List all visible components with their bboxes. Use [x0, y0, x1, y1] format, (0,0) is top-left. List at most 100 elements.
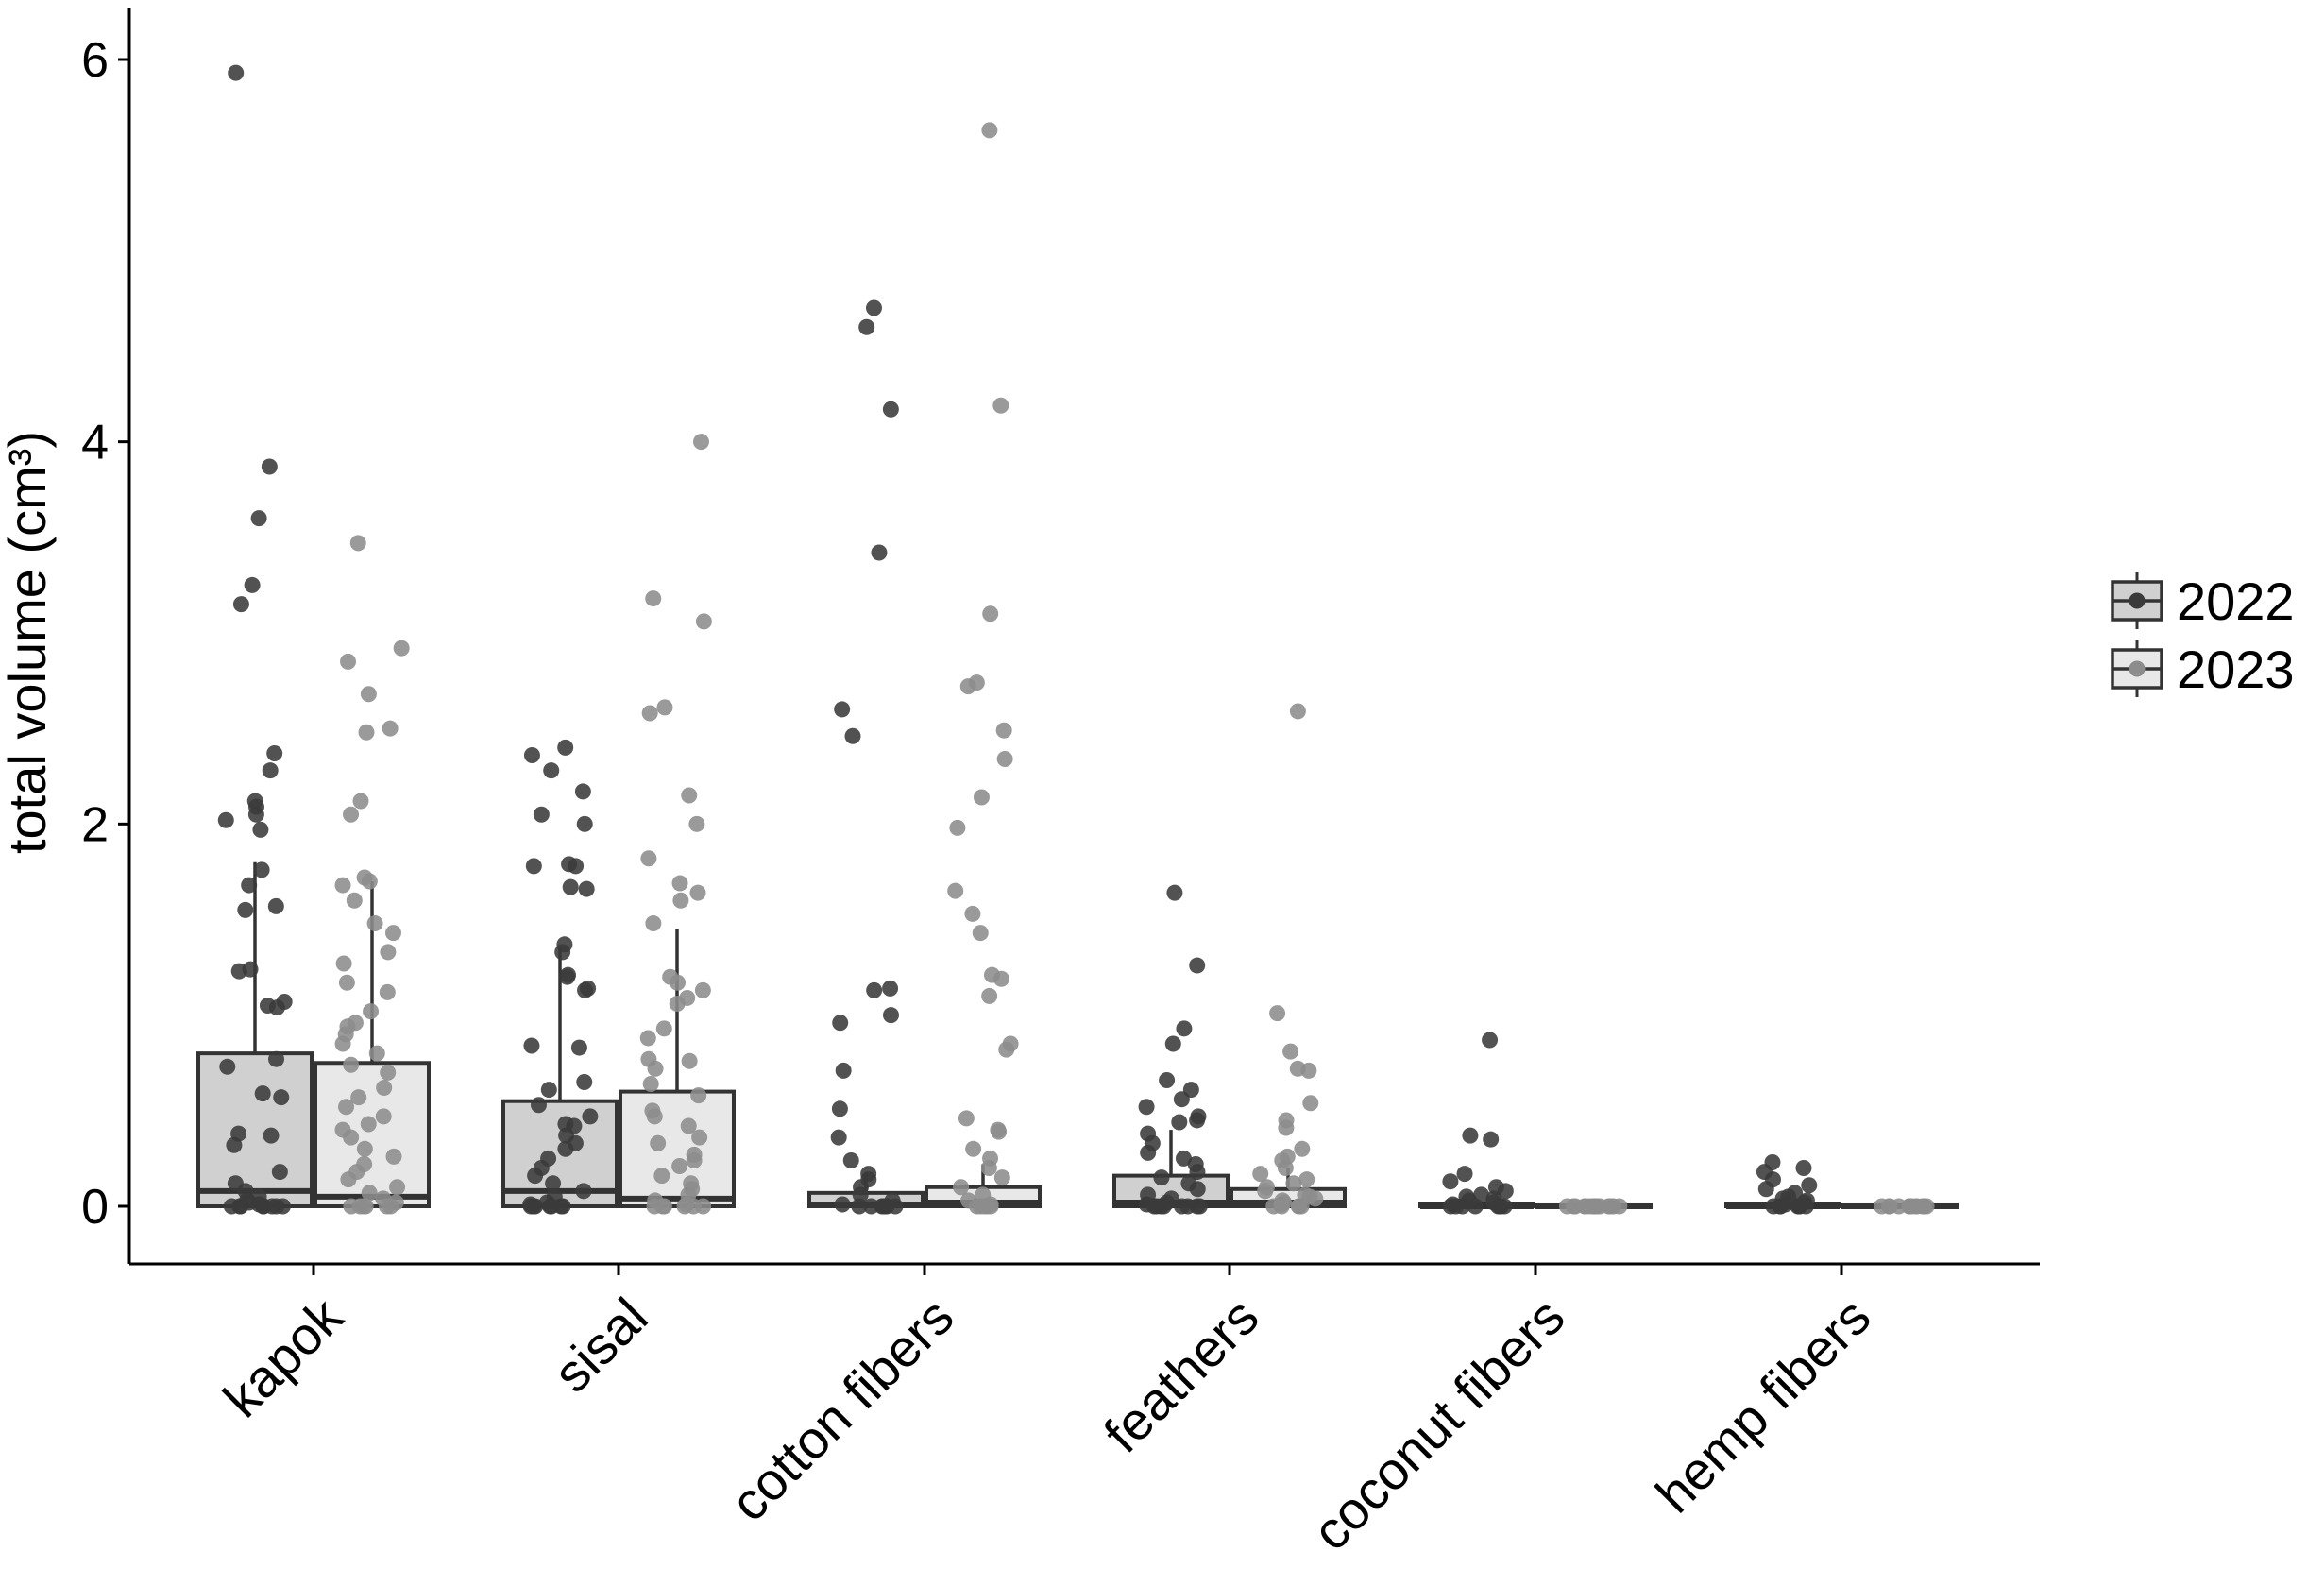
data-point — [865, 299, 882, 316]
data-point — [232, 1198, 249, 1215]
data-point — [340, 653, 357, 670]
data-point — [882, 1007, 899, 1024]
y-tick-label: 2 — [81, 797, 109, 852]
data-point — [991, 1123, 1008, 1140]
data-point — [230, 963, 247, 980]
data-point — [382, 720, 399, 737]
data-point — [681, 787, 698, 804]
legend-label: 2022 — [2177, 571, 2295, 631]
data-point — [998, 1041, 1015, 1058]
data-point — [671, 1158, 688, 1175]
data-point — [672, 892, 689, 909]
data-point — [669, 996, 686, 1013]
data-point — [1173, 1091, 1190, 1108]
data-point — [217, 811, 234, 828]
data-point — [523, 1037, 540, 1054]
data-point — [650, 1134, 667, 1151]
data-point — [1189, 957, 1206, 974]
data-point — [645, 590, 662, 607]
box — [314, 1061, 431, 1208]
data-point — [268, 999, 285, 1016]
data-point — [334, 1035, 351, 1052]
data-point — [844, 727, 861, 744]
data-point — [1442, 1198, 1459, 1215]
data-point — [639, 1030, 656, 1047]
data-point — [878, 1198, 895, 1215]
data-point — [226, 1136, 243, 1153]
data-point — [271, 1164, 288, 1181]
data-point — [1269, 1005, 1286, 1022]
data-point — [237, 901, 254, 918]
data-point — [973, 1198, 990, 1215]
data-point — [533, 806, 550, 823]
data-point — [379, 1198, 396, 1215]
data-point — [574, 783, 591, 800]
x-tick-label: kapok — [212, 1286, 354, 1428]
data-point — [1174, 1198, 1191, 1215]
data-point — [376, 1080, 393, 1097]
data-point — [361, 1185, 378, 1202]
data-point — [1148, 1198, 1165, 1215]
data-point — [255, 1198, 272, 1215]
data-point — [334, 877, 351, 894]
x-tick-label: cotton fibers — [719, 1287, 964, 1532]
data-point — [268, 1198, 285, 1215]
data-point — [842, 1151, 859, 1168]
data-point — [266, 744, 283, 761]
data-point — [1302, 1095, 1319, 1112]
legend-key-point — [2129, 592, 2146, 609]
data-point — [576, 1073, 593, 1090]
data-point — [340, 1171, 357, 1188]
y-tick-label: 6 — [81, 33, 109, 88]
data-point — [338, 1099, 355, 1116]
data-point — [1586, 1198, 1603, 1215]
data-point — [1285, 1175, 1302, 1192]
data-point — [343, 1129, 360, 1146]
data-point — [1176, 1020, 1193, 1037]
data-point — [357, 1198, 374, 1215]
box — [196, 1051, 314, 1208]
data-point — [1175, 1150, 1192, 1167]
data-point — [973, 789, 990, 806]
data-point — [384, 925, 401, 942]
data-point — [577, 981, 594, 998]
data-point — [1189, 1164, 1206, 1181]
data-point — [360, 686, 377, 703]
data-point — [996, 751, 1013, 768]
x-tick-label: hemp fibers — [1644, 1287, 1881, 1524]
data-point — [523, 746, 540, 763]
data-point — [252, 821, 269, 838]
data-point — [653, 1168, 670, 1185]
data-point — [654, 1198, 671, 1215]
data-point — [982, 605, 999, 622]
data-point — [349, 535, 366, 552]
data-point — [641, 705, 658, 722]
data-point — [1456, 1166, 1473, 1183]
data-point — [1795, 1160, 1812, 1177]
data-point — [542, 1198, 559, 1215]
data-point — [1140, 1144, 1157, 1161]
data-point — [835, 1062, 852, 1079]
data-point — [834, 701, 851, 718]
data-point — [656, 699, 673, 716]
data-point — [363, 1003, 380, 1020]
data-point — [980, 1160, 997, 1177]
data-point — [554, 944, 571, 961]
data-point — [959, 678, 976, 695]
data-point — [831, 1100, 848, 1117]
data-point — [1273, 1198, 1290, 1215]
data-point — [250, 510, 267, 527]
data-point — [882, 401, 899, 418]
data-point — [1757, 1181, 1774, 1198]
x-tick-label: sisal — [542, 1287, 659, 1404]
data-point — [578, 880, 595, 897]
data-point — [953, 1179, 970, 1196]
data-point — [1467, 1198, 1484, 1215]
data-point — [1565, 1198, 1582, 1215]
data-point — [981, 987, 998, 1004]
data-point — [1891, 1198, 1908, 1215]
data-point — [254, 1085, 271, 1102]
data-point — [361, 873, 378, 890]
data-point — [582, 1108, 599, 1125]
